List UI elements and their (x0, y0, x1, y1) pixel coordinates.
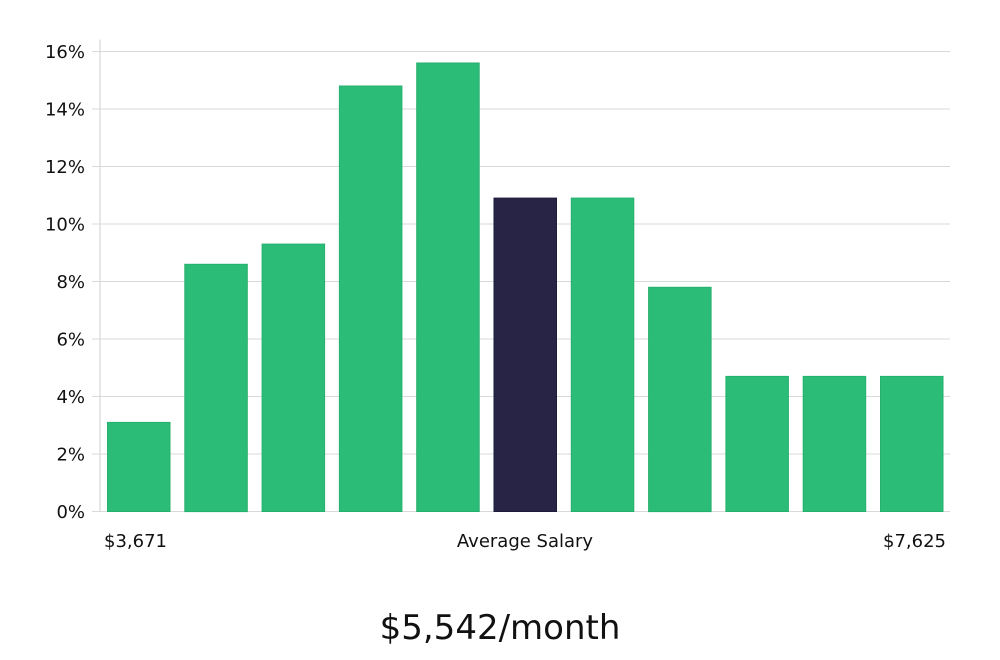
y-tick-label: 2% (56, 445, 85, 466)
bar (184, 263, 248, 513)
y-tick-label: 12% (45, 157, 85, 178)
bars (107, 62, 944, 513)
average-salary-value: $5,542/month (379, 608, 621, 648)
bar (802, 375, 867, 512)
y-tick-label: 0% (56, 502, 85, 523)
x-label-min: $3,671 (104, 531, 167, 552)
bar (725, 375, 789, 512)
bar (338, 85, 403, 512)
y-axis-ticks: 0% 2% 4% 6% 8% 10% 12% 14% 16% (45, 42, 85, 523)
salary-histogram: 0% 2% 4% 6% 8% 10% 12% 14% 16% $3,671 Average Sa… (45, 39, 950, 552)
bar (416, 62, 480, 512)
y-tick-label: 6% (56, 330, 85, 351)
bar-average (493, 197, 557, 512)
bar (880, 375, 944, 512)
y-tick-label: 4% (56, 387, 85, 408)
y-tick-label: 8% (56, 272, 85, 293)
bar (648, 286, 712, 513)
x-label-average: Average Salary (457, 531, 594, 552)
y-tick-label: 14% (45, 100, 85, 121)
x-label-max: $7,625 (883, 531, 946, 552)
bar (261, 243, 326, 512)
bar (107, 421, 171, 512)
y-tick-label: 10% (45, 215, 85, 236)
bar (570, 197, 635, 512)
y-tick-label: 16% (45, 42, 85, 63)
